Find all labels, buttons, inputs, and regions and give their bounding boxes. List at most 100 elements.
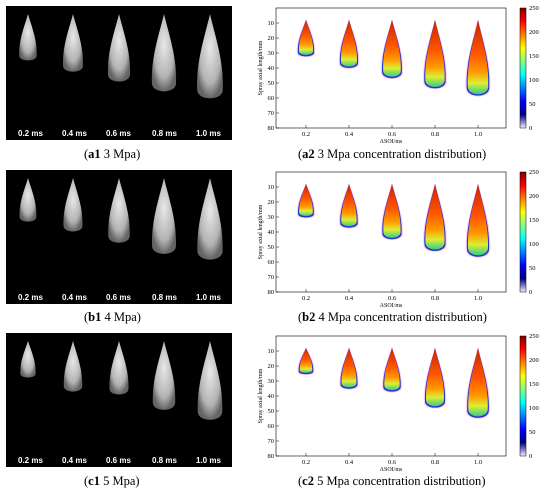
- caption-text: 5 Mpa concentration distribution: [313, 474, 482, 488]
- y-tick-label: 50: [268, 408, 275, 415]
- spray-plume: [151, 14, 177, 92]
- chart-caption: (b2 4 Mpa concentration distribution): [298, 310, 487, 324]
- time-label: 0.2 ms: [18, 293, 43, 302]
- time-label: 0.6 ms: [106, 293, 131, 302]
- x-tick-label: 0.6: [388, 459, 397, 466]
- y-tick-label: 20: [268, 35, 275, 42]
- concentration-plume: [468, 348, 488, 417]
- x-tick-label: 0.6: [388, 131, 397, 138]
- concentration-chart: 10 20 30 40 50 60 70 80 0.2 0.4 0.6 0.8 1.0 ASOI/ms Sp…: [258, 5, 539, 145]
- spray-photo-strip: 0.2 ms 0.4 ms 0.6 ms 0.8 ms 1.0 ms: [6, 170, 232, 304]
- spray-plume: [107, 14, 131, 82]
- time-label: 0.8 ms: [152, 456, 177, 465]
- time-label: 1.0 ms: [196, 456, 221, 465]
- spray-plume: [109, 341, 129, 395]
- colorbar: [519, 335, 527, 457]
- concentration-plume: [383, 184, 401, 238]
- spray-plume: [19, 178, 37, 222]
- photo-caption: (a1 3 Mpa): [84, 147, 141, 161]
- y-tick-label: 60: [268, 423, 275, 430]
- y-tick-label: 40: [268, 65, 275, 72]
- colorbar-tick-label: 100: [529, 77, 539, 84]
- colorbar-tick-label: 150: [529, 53, 539, 60]
- spray-plume: [152, 178, 176, 254]
- colorbar-tick-label: 0: [529, 453, 532, 460]
- y-tick-label: 70: [268, 274, 275, 281]
- time-label: 1.0 ms: [196, 293, 221, 302]
- x-axis-title: ASOI/ms: [380, 303, 403, 309]
- colorbar-tick-label: 150: [529, 381, 539, 388]
- concentration-plume: [425, 20, 445, 87]
- x-tick-label: 0.4: [345, 131, 354, 138]
- y-tick-label: 70: [268, 438, 275, 445]
- y-tick-label: 30: [268, 378, 275, 385]
- colorbar-tick-label: 250: [529, 333, 539, 340]
- colorbar-tick-label: 50: [529, 101, 536, 108]
- time-label: 0.8 ms: [152, 293, 177, 302]
- y-tick-label: 40: [268, 229, 275, 236]
- y-tick-label: 80: [268, 125, 275, 132]
- y-tick-label: 10: [268, 20, 275, 27]
- x-tick-label: 0.2: [302, 131, 310, 138]
- spray-photo-strip: 0.2 ms 0.4 ms 0.6 ms 0.8 ms 1.0 ms: [6, 333, 232, 467]
- colorbar-tick-label: 100: [529, 405, 539, 412]
- colorbar-tick-label: 250: [529, 169, 539, 176]
- y-tick-label: 10: [268, 348, 275, 355]
- y-tick-label: 40: [268, 393, 275, 400]
- colorbar-tick-label: 0: [529, 289, 532, 296]
- y-tick-label: 50: [268, 244, 275, 251]
- photo-caption: (c1 5 Mpa): [84, 474, 140, 488]
- y-tick-label: 70: [268, 110, 275, 117]
- spray-plume: [108, 178, 130, 243]
- y-tick-label: 30: [268, 50, 275, 57]
- x-tick-label: 0.2: [302, 459, 310, 466]
- concentration-plume: [467, 20, 489, 95]
- colorbar-tick-label: 250: [529, 5, 539, 12]
- caption-text: 4 Mpa: [101, 310, 137, 324]
- y-tick-label: 80: [268, 289, 275, 296]
- photo-caption: (b1 4 Mpa): [84, 310, 141, 324]
- time-label: 0.4 ms: [62, 129, 87, 138]
- y-tick-label: 80: [268, 453, 275, 460]
- spray-plume: [197, 14, 223, 99]
- colorbar-tick-label: 50: [529, 265, 536, 272]
- concentration-plume: [425, 184, 445, 250]
- colorbar-tick-label: 150: [529, 217, 539, 224]
- time-label: 0.4 ms: [62, 293, 87, 302]
- chart-caption: (a2 3 Mpa concentration distribution): [298, 147, 487, 161]
- x-tick-label: 1.0: [474, 295, 482, 302]
- caption-text: 5 Mpa: [99, 474, 136, 488]
- spray-plume: [63, 14, 83, 72]
- x-tick-label: 0.4: [345, 295, 354, 302]
- x-tick-label: 0.8: [431, 295, 439, 302]
- time-label: 1.0 ms: [196, 129, 221, 138]
- colorbar-tick-label: 100: [529, 241, 539, 248]
- x-tick-label: 1.0: [474, 459, 482, 466]
- y-axis-title: Spray axial length/mm: [258, 368, 264, 423]
- y-tick-label: 20: [268, 363, 275, 370]
- spray-plume: [63, 178, 83, 232]
- y-tick-label: 10: [268, 184, 275, 191]
- concentration-plume: [341, 184, 357, 227]
- y-axis-title: Spray axial length/mm: [258, 204, 264, 259]
- spray-plume: [19, 14, 37, 61]
- spray-photo-strip: 0.2 ms 0.4 ms 0.6 ms 0.8 ms 1.0 ms: [6, 6, 232, 140]
- colorbar-tick-label: 50: [529, 429, 536, 436]
- colorbar-tick-label: 200: [529, 357, 539, 364]
- concentration-plume: [384, 348, 400, 391]
- caption-id: b2: [302, 310, 316, 324]
- y-tick-label: 60: [268, 95, 275, 102]
- caption-text: 4 Mpa concentration distribution: [315, 310, 483, 324]
- colorbar-tick-label: 200: [529, 29, 539, 36]
- concentration-plume: [383, 20, 401, 77]
- x-tick-label: 1.0: [474, 131, 482, 138]
- concentration-plume: [467, 184, 489, 256]
- spray-plume: [20, 341, 36, 378]
- time-label: 0.6 ms: [106, 456, 131, 465]
- chart-caption: (c2 5 Mpa concentration distribution): [298, 474, 486, 488]
- spray-photo-graphic: [19, 14, 223, 99]
- y-tick-label: 30: [268, 214, 275, 221]
- colorbar: [519, 7, 527, 129]
- spray-photo-graphic: [20, 341, 223, 420]
- time-label: 0.8 ms: [152, 129, 177, 138]
